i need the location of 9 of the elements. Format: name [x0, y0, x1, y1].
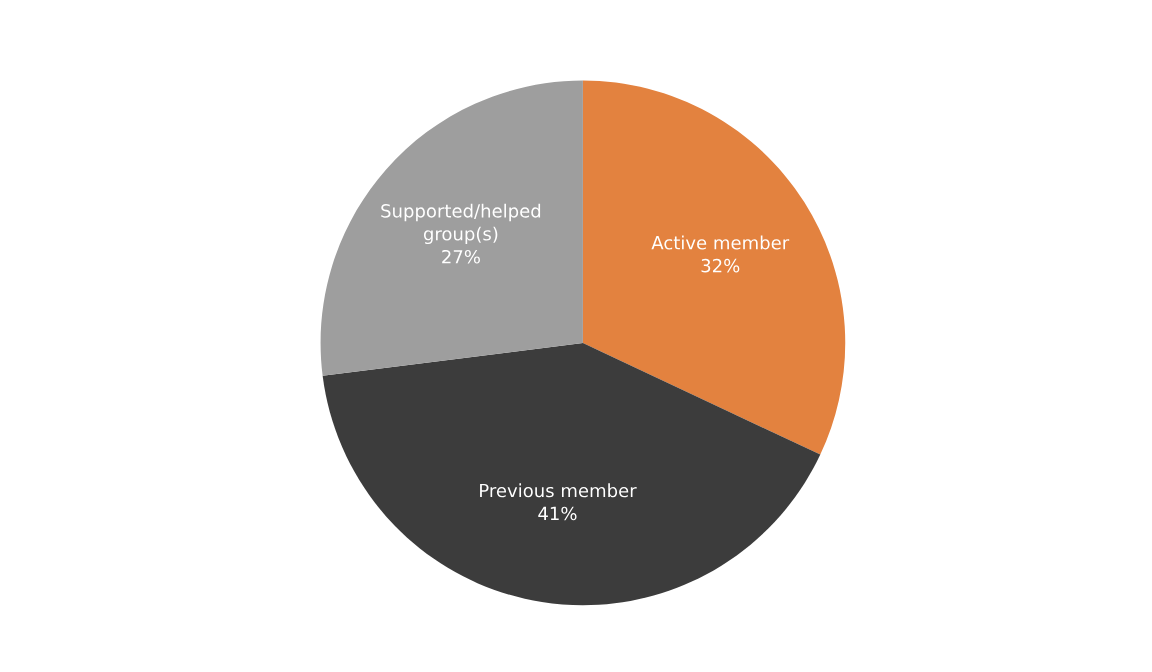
- pie-slice: [320, 80, 583, 376]
- pie-slice: [582, 80, 846, 455]
- slice-label: Supported/helped group(s): [381, 203, 541, 245]
- data-label: 41%: [538, 506, 577, 521]
- data-label: 32%: [701, 258, 740, 273]
- pie-slice: [322, 342, 821, 606]
- data-label: 27%: [442, 249, 480, 264]
- slice-label: Active member: [651, 235, 790, 250]
- slice-label: Previous member: [480, 483, 637, 498]
